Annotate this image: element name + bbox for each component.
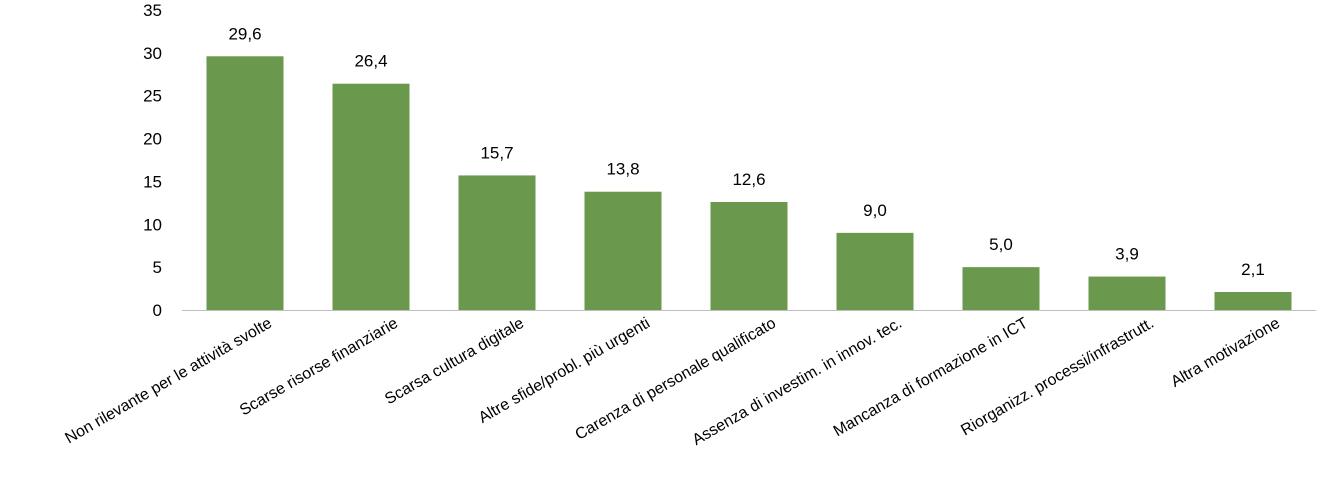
category-labels: Non rilevante per le attività svolteScar…	[62, 315, 1283, 449]
category-label: Assenza di investim. in innov. tec.	[690, 315, 905, 449]
y-tick-label: 0	[153, 301, 162, 320]
category-label: Mancanza di formazione in ICT	[831, 315, 1031, 441]
data-label: 5,0	[989, 235, 1013, 254]
data-label: 2,1	[1241, 260, 1265, 279]
bar	[458, 175, 536, 310]
y-tick-label: 5	[153, 258, 162, 277]
category-label: Altra motivazione	[1168, 315, 1283, 391]
y-tick-label: 35	[143, 1, 162, 20]
data-label: 26,4	[354, 52, 387, 71]
bar	[584, 191, 662, 310]
y-axis: 0 5 10 15 20 25 30 35	[143, 1, 162, 320]
y-tick-label: 15	[143, 172, 162, 191]
bar	[1088, 276, 1166, 310]
data-label: 15,7	[480, 143, 513, 162]
category-label: Non rilevante per le attività svolte	[62, 315, 275, 448]
bars	[206, 56, 1292, 311]
category-label: Carenza di personale qualificato	[573, 315, 780, 444]
category-label: Riorganizz. processi/infrastrutt.	[958, 315, 1157, 440]
bar	[710, 202, 788, 310]
bar	[962, 267, 1040, 310]
data-label: 12,6	[732, 170, 765, 189]
y-tick-label: 30	[143, 44, 162, 63]
y-tick-label: 25	[143, 87, 162, 106]
bar	[836, 232, 914, 310]
y-tick-label: 20	[143, 130, 162, 149]
data-label: 9,0	[863, 201, 887, 220]
data-label: 3,9	[1115, 245, 1139, 264]
bar	[206, 56, 284, 311]
data-label: 29,6	[228, 24, 261, 43]
data-label: 13,8	[606, 160, 639, 179]
y-tick-label: 10	[143, 215, 162, 234]
bar	[1214, 292, 1292, 310]
data-labels: 29,6 26,4 15,7 13,8 12,6 9,0 5,0 3,9 2,1	[228, 24, 1264, 279]
bar	[332, 83, 410, 310]
